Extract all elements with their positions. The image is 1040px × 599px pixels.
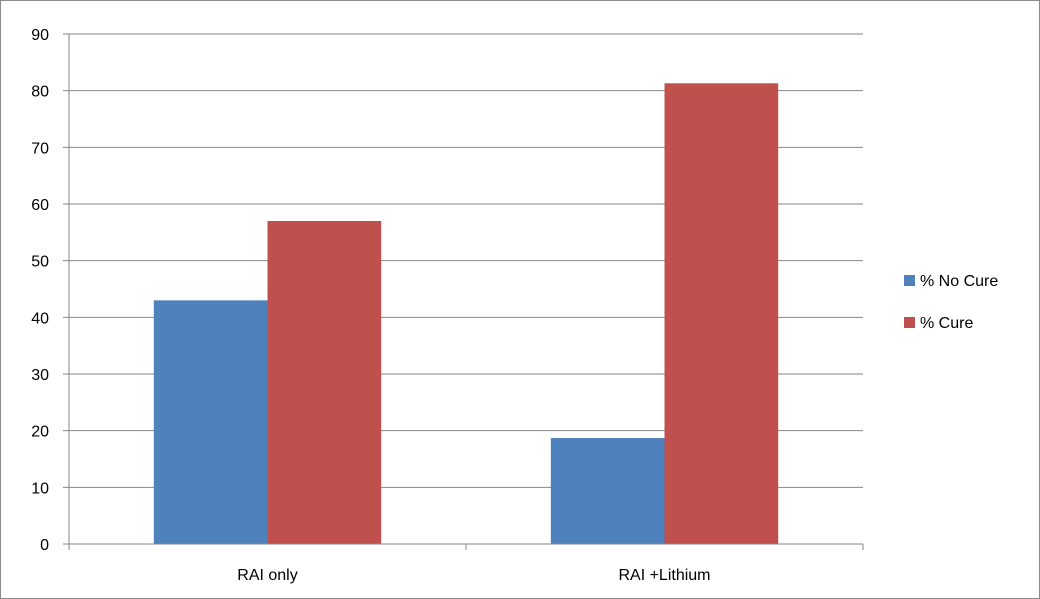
legend-swatch (904, 317, 915, 328)
y-tick-label: 90 (31, 27, 49, 44)
bar-no-cure (550, 438, 665, 544)
y-tick-label: 0 (40, 537, 49, 554)
y-tick-label: 70 (31, 140, 49, 157)
y-tick-label: 10 (31, 480, 49, 497)
y-tick-label: 40 (31, 310, 49, 327)
y-tick-label: 50 (31, 254, 49, 271)
legend-label: % Cure (920, 315, 973, 332)
x-axis-labels: RAI only RAI +Lithium (237, 567, 710, 584)
bar-cure (267, 221, 382, 544)
bar-cure (664, 83, 779, 545)
y-tick-label: 20 (31, 424, 49, 441)
legend-label: % No Cure (920, 273, 998, 290)
x-category-label: RAI +Lithium (618, 567, 710, 584)
axes (63, 33, 864, 550)
bar-no-cure (153, 300, 268, 544)
y-tick-label: 60 (31, 197, 49, 214)
x-category-label: RAI only (237, 567, 297, 584)
legend-swatch (904, 275, 915, 286)
bars (153, 83, 779, 545)
legend: % No Cure % Cure (904, 273, 998, 332)
y-tick-label: 80 (31, 84, 49, 101)
y-tick-label: 30 (31, 367, 49, 384)
y-axis-ticks: 0 10 20 30 40 50 60 70 80 90 (31, 27, 49, 554)
